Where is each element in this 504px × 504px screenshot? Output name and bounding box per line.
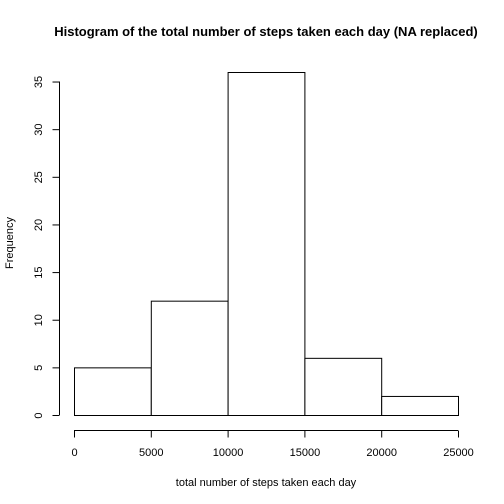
x-axis: 0 5000 10000 15000 20000 25000 — [71, 430, 474, 459]
x-axis-label: total number of steps taken each day — [176, 477, 357, 489]
y-axis-label: Frequency — [4, 217, 16, 269]
x-tick-label: 20000 — [366, 447, 397, 459]
x-tick-label: 0 — [71, 447, 77, 459]
y-tick-label: 35 — [33, 76, 45, 88]
x-tick-label: 10000 — [213, 447, 244, 459]
y-tick-label: 25 — [33, 171, 45, 183]
bars-group — [74, 72, 460, 417]
y-tick-label: 10 — [33, 314, 45, 326]
histogram-bar-3 — [227, 72, 306, 416]
chart-title: Histogram of the total number of steps t… — [54, 24, 478, 39]
histogram-bar-2 — [150, 300, 229, 416]
y-tick-label: 30 — [33, 124, 45, 136]
y-tick-label: 0 — [33, 412, 45, 418]
x-tick-label: 15000 — [290, 447, 321, 459]
y-axis: 0 5 10 15 20 25 30 35 — [33, 76, 60, 419]
y-tick-label: 20 — [33, 219, 45, 231]
histogram-bar-4 — [304, 357, 383, 417]
y-tick-label: 15 — [33, 266, 45, 278]
histogram-bar-1 — [74, 367, 152, 417]
histogram-bar-5 — [381, 395, 460, 417]
y-tick-label: 5 — [33, 365, 45, 371]
x-tick-label: 5000 — [139, 447, 163, 459]
x-tick-label: 25000 — [443, 447, 474, 459]
